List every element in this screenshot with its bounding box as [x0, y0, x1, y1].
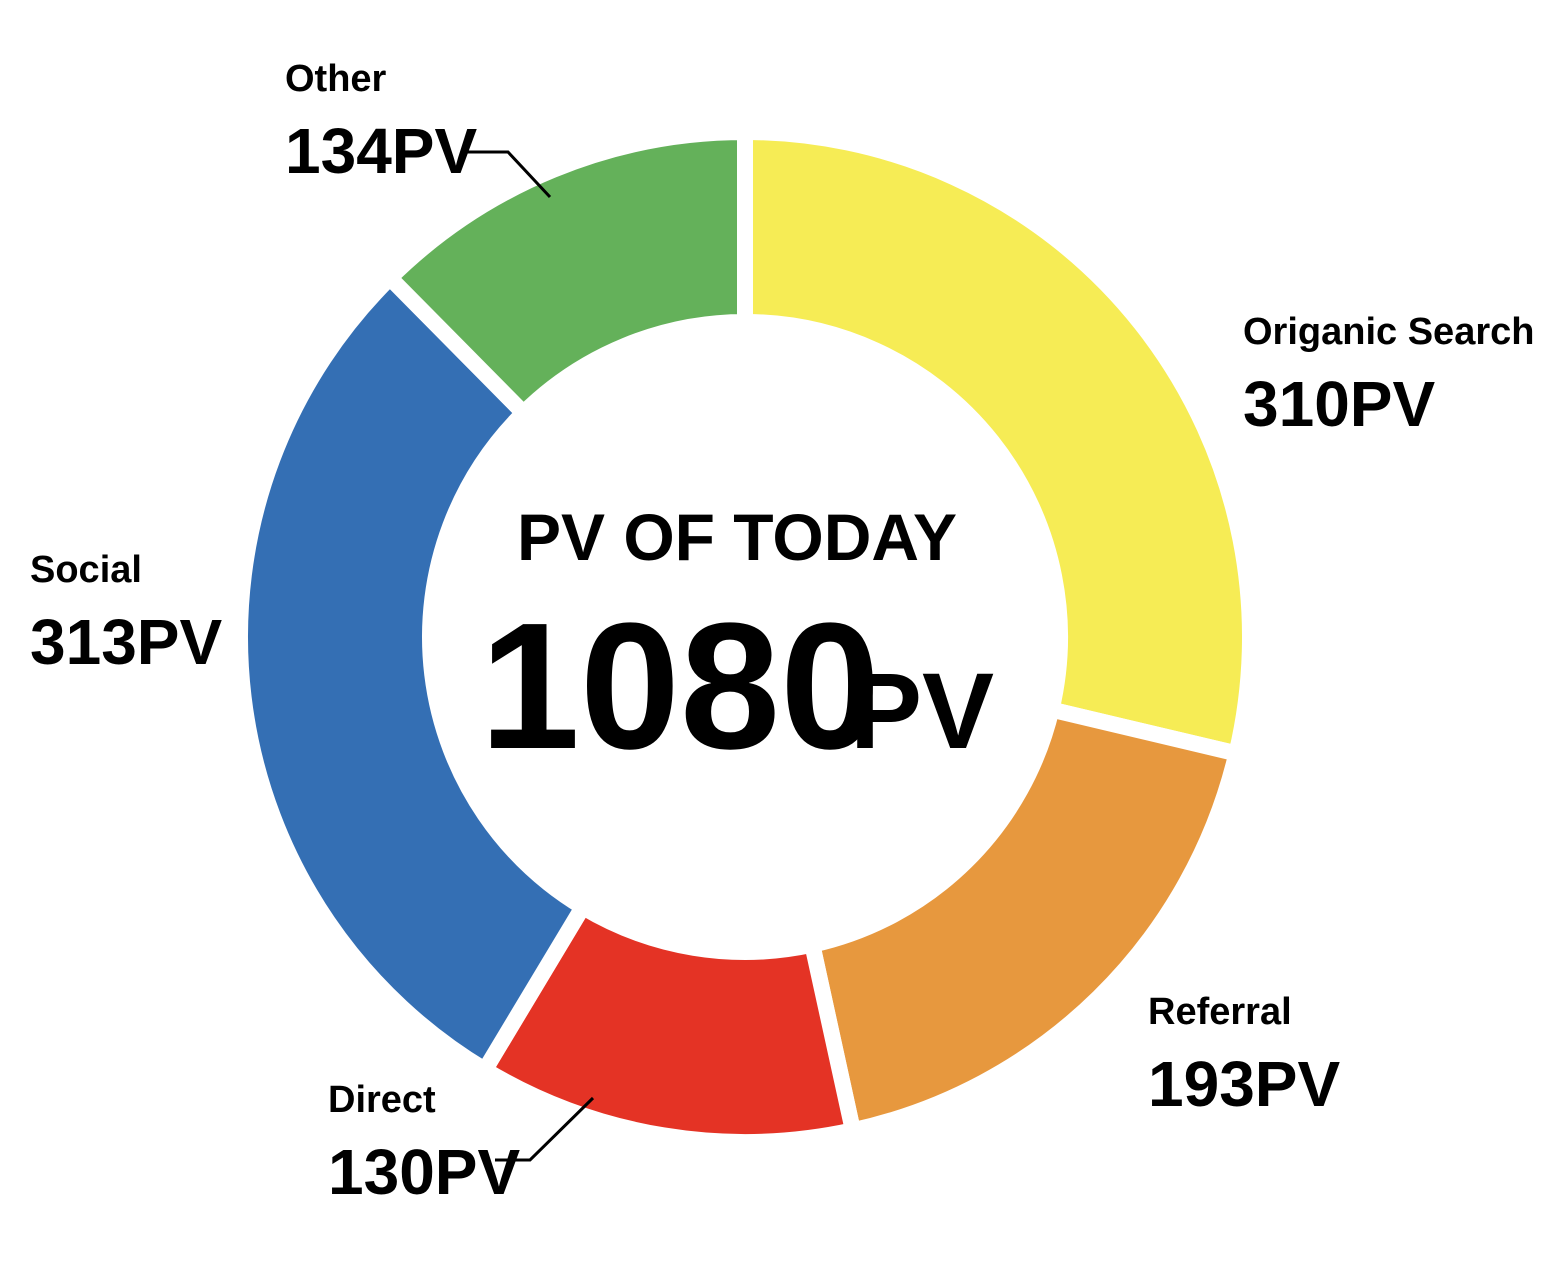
slice-value-label: 193PV — [1148, 1048, 1340, 1120]
slice-value-label: 313PV — [30, 606, 222, 678]
slice-name: Referral — [1148, 991, 1292, 1033]
slice-name: Direct — [328, 1079, 436, 1121]
leader-line — [495, 1096, 595, 1162]
slice-value-label: 310PV — [1243, 368, 1435, 440]
slice-value-label: 134PV — [285, 115, 477, 187]
slice-name: Other — [285, 58, 387, 100]
center-title: PV OF TODAY — [517, 500, 957, 574]
donut-slice — [802, 700, 1247, 1140]
center-total: 1080 — [480, 586, 880, 787]
slice-value-label: 130PV — [328, 1136, 520, 1208]
slice-name: Origanic Search — [1243, 311, 1534, 353]
donut-slice — [378, 123, 753, 425]
slice-name: Social — [30, 549, 142, 591]
center-unit: PV — [850, 650, 994, 771]
leader-line — [463, 150, 552, 199]
donut-slice — [737, 123, 1258, 764]
donut-slice — [232, 266, 594, 1081]
